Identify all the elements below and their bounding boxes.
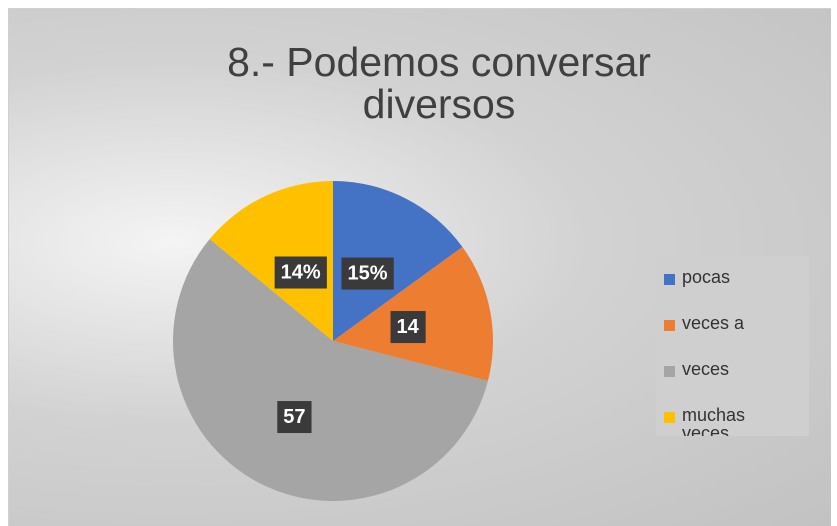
data-label-box bbox=[341, 257, 394, 290]
legend-label: veces a bbox=[682, 313, 745, 333]
legend-item: veces a bbox=[656, 314, 777, 332]
pie-slice bbox=[172, 239, 488, 502]
data-label-box bbox=[390, 311, 426, 344]
chart: 15% 14 57 14% 8.- Podemos conversar diverso… bbox=[8, 8, 831, 526]
legend-swatch bbox=[664, 320, 675, 331]
legend-item: muchas veces bbox=[656, 406, 777, 436]
legend: pocas veces a veces muchas veces bbox=[656, 256, 809, 436]
pie-slice bbox=[209, 181, 333, 341]
data-label: 14 bbox=[397, 316, 420, 338]
legend-item: veces bbox=[656, 360, 777, 378]
data-label: 15% bbox=[347, 263, 387, 285]
legend-swatch bbox=[664, 366, 675, 377]
data-label: 14% bbox=[281, 262, 321, 284]
legend-label: muchas veces bbox=[682, 405, 746, 436]
data-label-box bbox=[277, 401, 312, 434]
chart-title: 8.- Podemos conversar diversos bbox=[227, 39, 651, 127]
legend-label: veces bbox=[682, 359, 730, 379]
pie-slice bbox=[333, 181, 463, 341]
legend-swatch bbox=[664, 412, 675, 423]
data-label: 57 bbox=[283, 406, 305, 428]
plot: 15% 14 57 14% bbox=[172, 181, 493, 502]
data-label-box bbox=[274, 256, 327, 289]
legend-label: pocas bbox=[682, 267, 731, 287]
legend-swatch bbox=[664, 274, 675, 285]
legend-item: pocas bbox=[656, 268, 777, 286]
